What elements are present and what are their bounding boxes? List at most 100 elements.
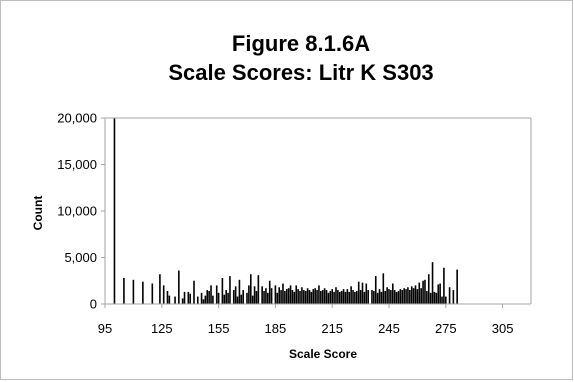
bar [210, 285, 212, 304]
bar [437, 284, 440, 304]
bar [289, 285, 292, 304]
y-tick-label: 15,000 [57, 157, 97, 172]
y-axis-title: Count [31, 196, 45, 231]
bar [168, 295, 171, 304]
chart-title-line1: Figure 8.1.6A [232, 31, 370, 56]
bar [426, 290, 428, 304]
bar [337, 290, 339, 304]
bar [196, 296, 199, 304]
bar [200, 292, 203, 304]
bar [314, 288, 316, 304]
bar [174, 296, 176, 304]
bar [263, 290, 265, 304]
bar [374, 276, 377, 304]
bar [249, 274, 252, 304]
bar [344, 291, 347, 304]
bar [123, 277, 125, 304]
bar [393, 290, 396, 304]
bar [320, 290, 322, 304]
bar [282, 283, 284, 304]
bar [223, 294, 226, 304]
bar [189, 293, 191, 304]
bar [354, 291, 356, 304]
bar [212, 295, 214, 304]
bar [267, 292, 269, 304]
bar [151, 283, 154, 304]
bar [248, 285, 250, 304]
bar [232, 290, 235, 304]
bar [371, 290, 373, 304]
bar [331, 289, 333, 304]
bar [391, 283, 394, 304]
y-axis-ticks: 0 5,000 10,000 15,000 20,000 [57, 111, 105, 312]
bar [246, 292, 248, 304]
bar [265, 288, 267, 304]
bar [204, 295, 207, 304]
bar [401, 290, 404, 304]
bar [352, 290, 354, 304]
bar [295, 285, 298, 304]
y-tick-label: 20,000 [57, 111, 97, 126]
bar [373, 290, 375, 304]
bar [208, 290, 210, 304]
bar [329, 290, 332, 304]
bar [424, 279, 426, 304]
bar [321, 290, 324, 304]
bar [325, 290, 328, 304]
bar [359, 290, 362, 304]
bar [361, 282, 364, 304]
bar [416, 289, 419, 304]
bar [403, 288, 405, 304]
bar [390, 290, 392, 304]
bar [448, 287, 451, 304]
bar [384, 290, 387, 304]
x-axis-ticks: 95 125 155 185 215 245 275 305 [98, 304, 514, 336]
x-tick-label: 215 [321, 321, 343, 336]
x-tick-label: 155 [208, 321, 230, 336]
bar [274, 285, 277, 304]
bar [253, 286, 256, 304]
bar [388, 289, 390, 304]
bar [405, 289, 407, 304]
bar [217, 292, 220, 304]
bar [221, 277, 224, 304]
chart-title-line2: Scale Scores: Litr K S303 [168, 60, 433, 85]
bar [276, 292, 279, 304]
bars-group [113, 118, 458, 304]
bar [113, 118, 116, 304]
bar [251, 295, 254, 304]
bar [443, 267, 445, 304]
bar [287, 288, 290, 304]
bar [193, 280, 195, 304]
bar [162, 285, 165, 304]
bar [306, 288, 309, 304]
bar [327, 292, 330, 304]
bar [456, 269, 458, 304]
bar [356, 290, 358, 304]
bar [227, 292, 229, 304]
bar [187, 291, 190, 304]
bar [236, 296, 239, 304]
bar [348, 291, 351, 304]
bar [181, 298, 184, 304]
bar [297, 289, 299, 304]
bar [367, 290, 369, 304]
bar [441, 296, 443, 304]
bar [234, 286, 237, 304]
bar [410, 286, 413, 304]
x-tick-label: 305 [492, 321, 514, 336]
bar [206, 290, 209, 304]
bar [414, 285, 417, 304]
bar [280, 290, 282, 304]
x-tick-label: 275 [435, 321, 457, 336]
bar [303, 290, 305, 304]
bar [285, 289, 288, 304]
bar [159, 274, 161, 304]
bar [338, 291, 341, 304]
bar [312, 289, 315, 304]
bar [293, 291, 296, 304]
bar [268, 280, 271, 304]
bar [291, 290, 294, 304]
x-tick-label: 245 [378, 321, 400, 336]
